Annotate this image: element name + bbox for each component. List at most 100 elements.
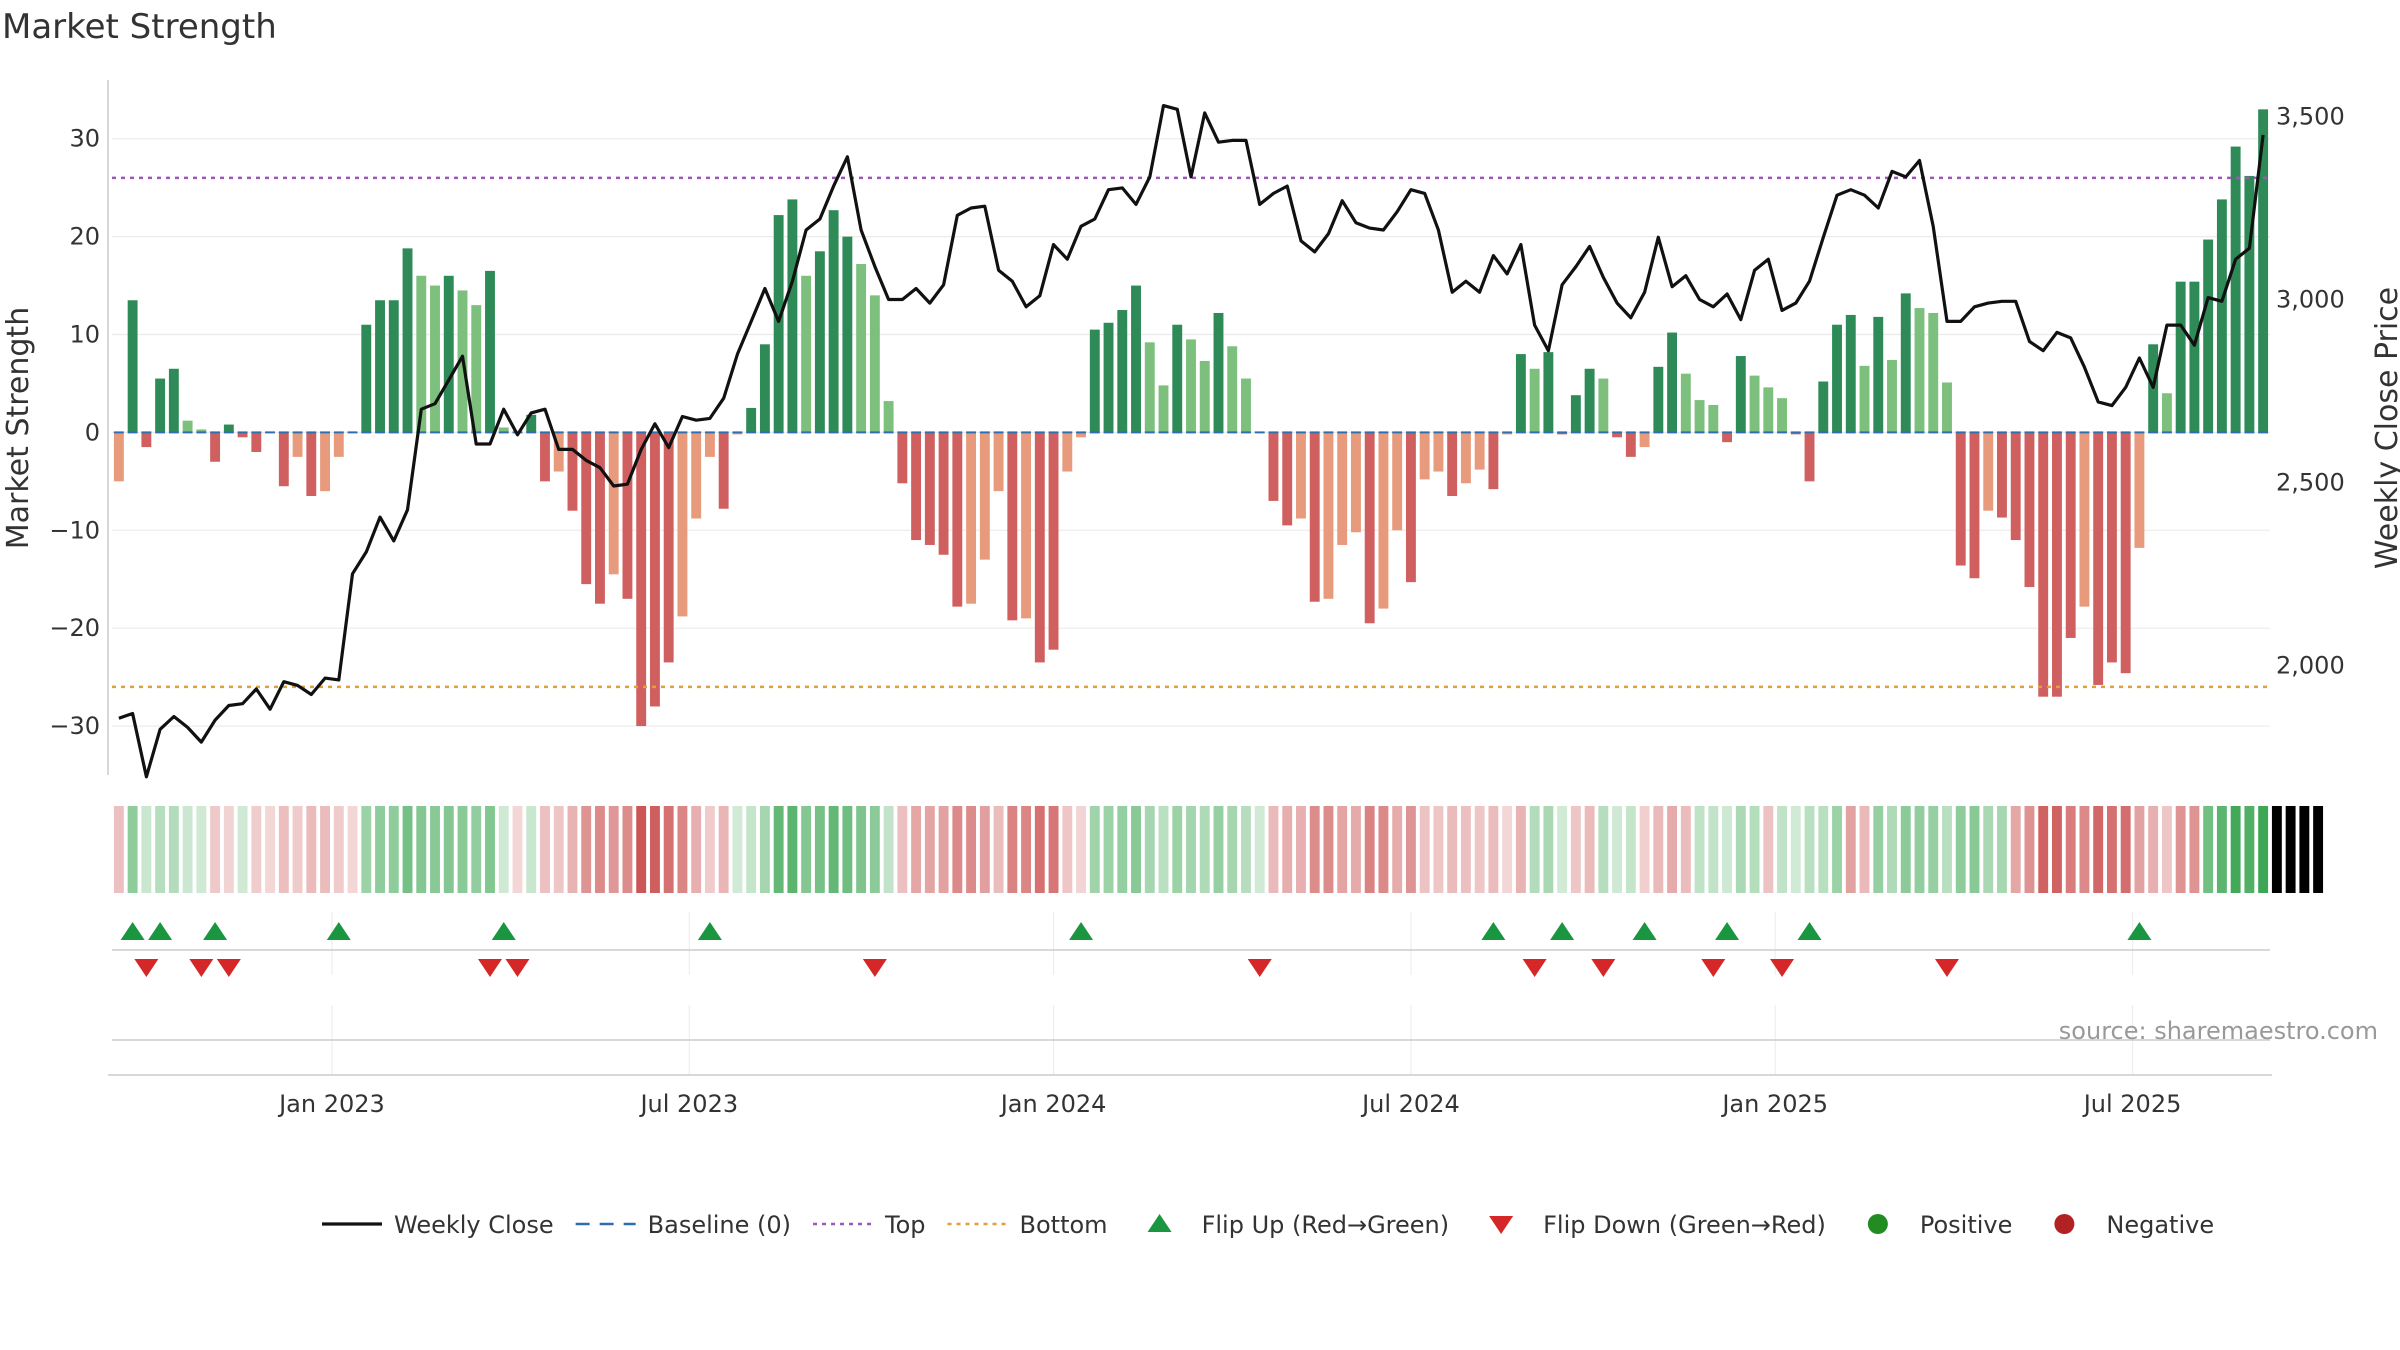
- strength-bar: [526, 414, 537, 433]
- strength-bar: [251, 432, 262, 452]
- regime-cell: [347, 806, 358, 893]
- regime-cell: [773, 806, 784, 893]
- chart-legend: Weekly Close Baseline (0) Top Bottom Flip Up…: [322, 1211, 2214, 1239]
- flip-down-marker: [1522, 959, 1547, 977]
- regime-cell: [649, 806, 660, 893]
- strength-bar: [292, 432, 303, 457]
- regime-cell: [2052, 806, 2062, 893]
- strength-bar: [1680, 373, 1691, 433]
- flip-up-marker: [203, 922, 228, 940]
- regime-cell: [457, 806, 468, 893]
- left-tick-label: 0: [85, 418, 100, 446]
- regime-cell: [168, 806, 179, 893]
- regime-cell: [485, 806, 495, 893]
- regime-cell: [924, 806, 935, 893]
- legend-item-flip-up: Flip Up (Red→Green): [1147, 1211, 1449, 1239]
- regime-cell: [361, 806, 372, 893]
- regime-cell: [2285, 806, 2296, 893]
- regime-cell: [1942, 806, 1952, 893]
- strength-bar: [1089, 329, 1100, 433]
- regime-cell: [746, 806, 757, 893]
- regime-cell: [1777, 806, 1787, 893]
- regime-cell: [113, 806, 124, 893]
- regime-cell: [196, 806, 207, 893]
- regime-cell: [1708, 806, 1719, 893]
- x-tick-label: Jul 2023: [638, 1090, 738, 1118]
- right-tick-label: 2,000: [2276, 651, 2345, 679]
- regime-cell: [911, 806, 922, 893]
- strength-bar: [1323, 432, 1334, 599]
- regime-cell: [141, 806, 152, 893]
- strength-bar: [773, 215, 784, 433]
- strength-bar: [1584, 368, 1595, 433]
- strength-bar: [2038, 432, 2049, 697]
- strength-bar: [993, 432, 1004, 492]
- strength-bar: [1598, 378, 1609, 433]
- regime-cell: [1887, 806, 1897, 893]
- strength-bar: [842, 236, 853, 433]
- regime-strip: [113, 806, 2324, 893]
- legend-item-top: Top: [813, 1211, 926, 1239]
- x-tick-label: Jan 2025: [1720, 1090, 1828, 1118]
- regime-cell: [2175, 806, 2186, 893]
- strength-bar: [1144, 342, 1155, 433]
- flip-down-marker: [1770, 959, 1795, 977]
- strength-bar: [1282, 432, 1293, 526]
- regime-cell: [2189, 806, 2200, 893]
- strength-bar: [141, 432, 152, 448]
- regime-cell: [1598, 806, 1609, 893]
- legend-label: Bottom: [1020, 1211, 1108, 1239]
- regime-cell: [1447, 806, 1458, 893]
- regime-cell: [2244, 806, 2255, 893]
- regime-cell: [1158, 806, 1169, 893]
- x-axis-tick-labels: Jan 2023 Jul 2023 Jan 2024 Jul 2024 Jan 2025…: [277, 1090, 2181, 1118]
- strength-bar: [1928, 312, 1939, 433]
- regime-cell: [553, 806, 564, 893]
- flip-up-marker: [1632, 922, 1657, 940]
- regime-cell: [526, 806, 537, 893]
- flip-up-marker: [1797, 922, 1822, 940]
- strength-bar: [196, 429, 207, 433]
- right-tick-label: 3,000: [2276, 285, 2345, 313]
- regime-cell: [306, 806, 317, 893]
- strength-bar: [1804, 432, 1815, 482]
- strength-bar: [306, 432, 317, 497]
- strength-bar: [1818, 381, 1829, 433]
- strength-bar: [2175, 281, 2186, 433]
- flip-down-marker: [1701, 959, 1726, 977]
- strength-bar: [704, 432, 715, 457]
- strength-bar: [2010, 432, 2021, 541]
- strength-bar: [1529, 368, 1540, 433]
- regime-cell: [938, 806, 949, 893]
- strength-bar: [2258, 109, 2269, 433]
- strength-bar: [979, 432, 990, 560]
- flip-down-marker: [1934, 959, 1959, 977]
- strength-bar: [127, 300, 138, 433]
- strength-bar: [1983, 432, 1994, 511]
- strength-bar: [1392, 432, 1403, 531]
- strength-bar: [1639, 432, 1650, 448]
- strength-bar: [897, 432, 908, 484]
- strength-bar: [1859, 365, 1870, 433]
- regime-cell: [2258, 806, 2269, 893]
- strength-bar: [182, 420, 193, 433]
- regime-cell: [801, 806, 812, 893]
- left-axis-label: Market Strength: [1, 307, 36, 549]
- legend-item-negative-dot: Negative: [2054, 1211, 2214, 1239]
- weekly-close-line: [118, 104, 2265, 779]
- legend-item-baseline: Baseline (0): [575, 1211, 791, 1239]
- strength-bar: [801, 275, 812, 433]
- strength-bar: [581, 432, 592, 585]
- strength-bar: [2065, 432, 2076, 638]
- regime-cell: [1502, 806, 1513, 893]
- flip-down-marker: [505, 959, 530, 977]
- x-tick-label: Jul 2024: [1360, 1090, 1460, 1118]
- flip-up-marker: [1481, 922, 1506, 940]
- regime-cell: [1186, 806, 1196, 893]
- regime-cell: [1584, 806, 1595, 893]
- regime-cell: [223, 806, 234, 893]
- regime-cell: [1763, 806, 1774, 893]
- regime-cell: [2148, 806, 2159, 893]
- strength-bar: [595, 432, 605, 604]
